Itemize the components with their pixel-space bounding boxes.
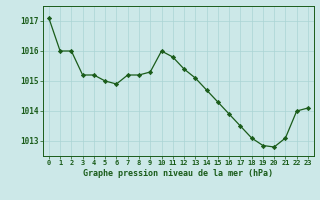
X-axis label: Graphe pression niveau de la mer (hPa): Graphe pression niveau de la mer (hPa) — [84, 169, 273, 178]
